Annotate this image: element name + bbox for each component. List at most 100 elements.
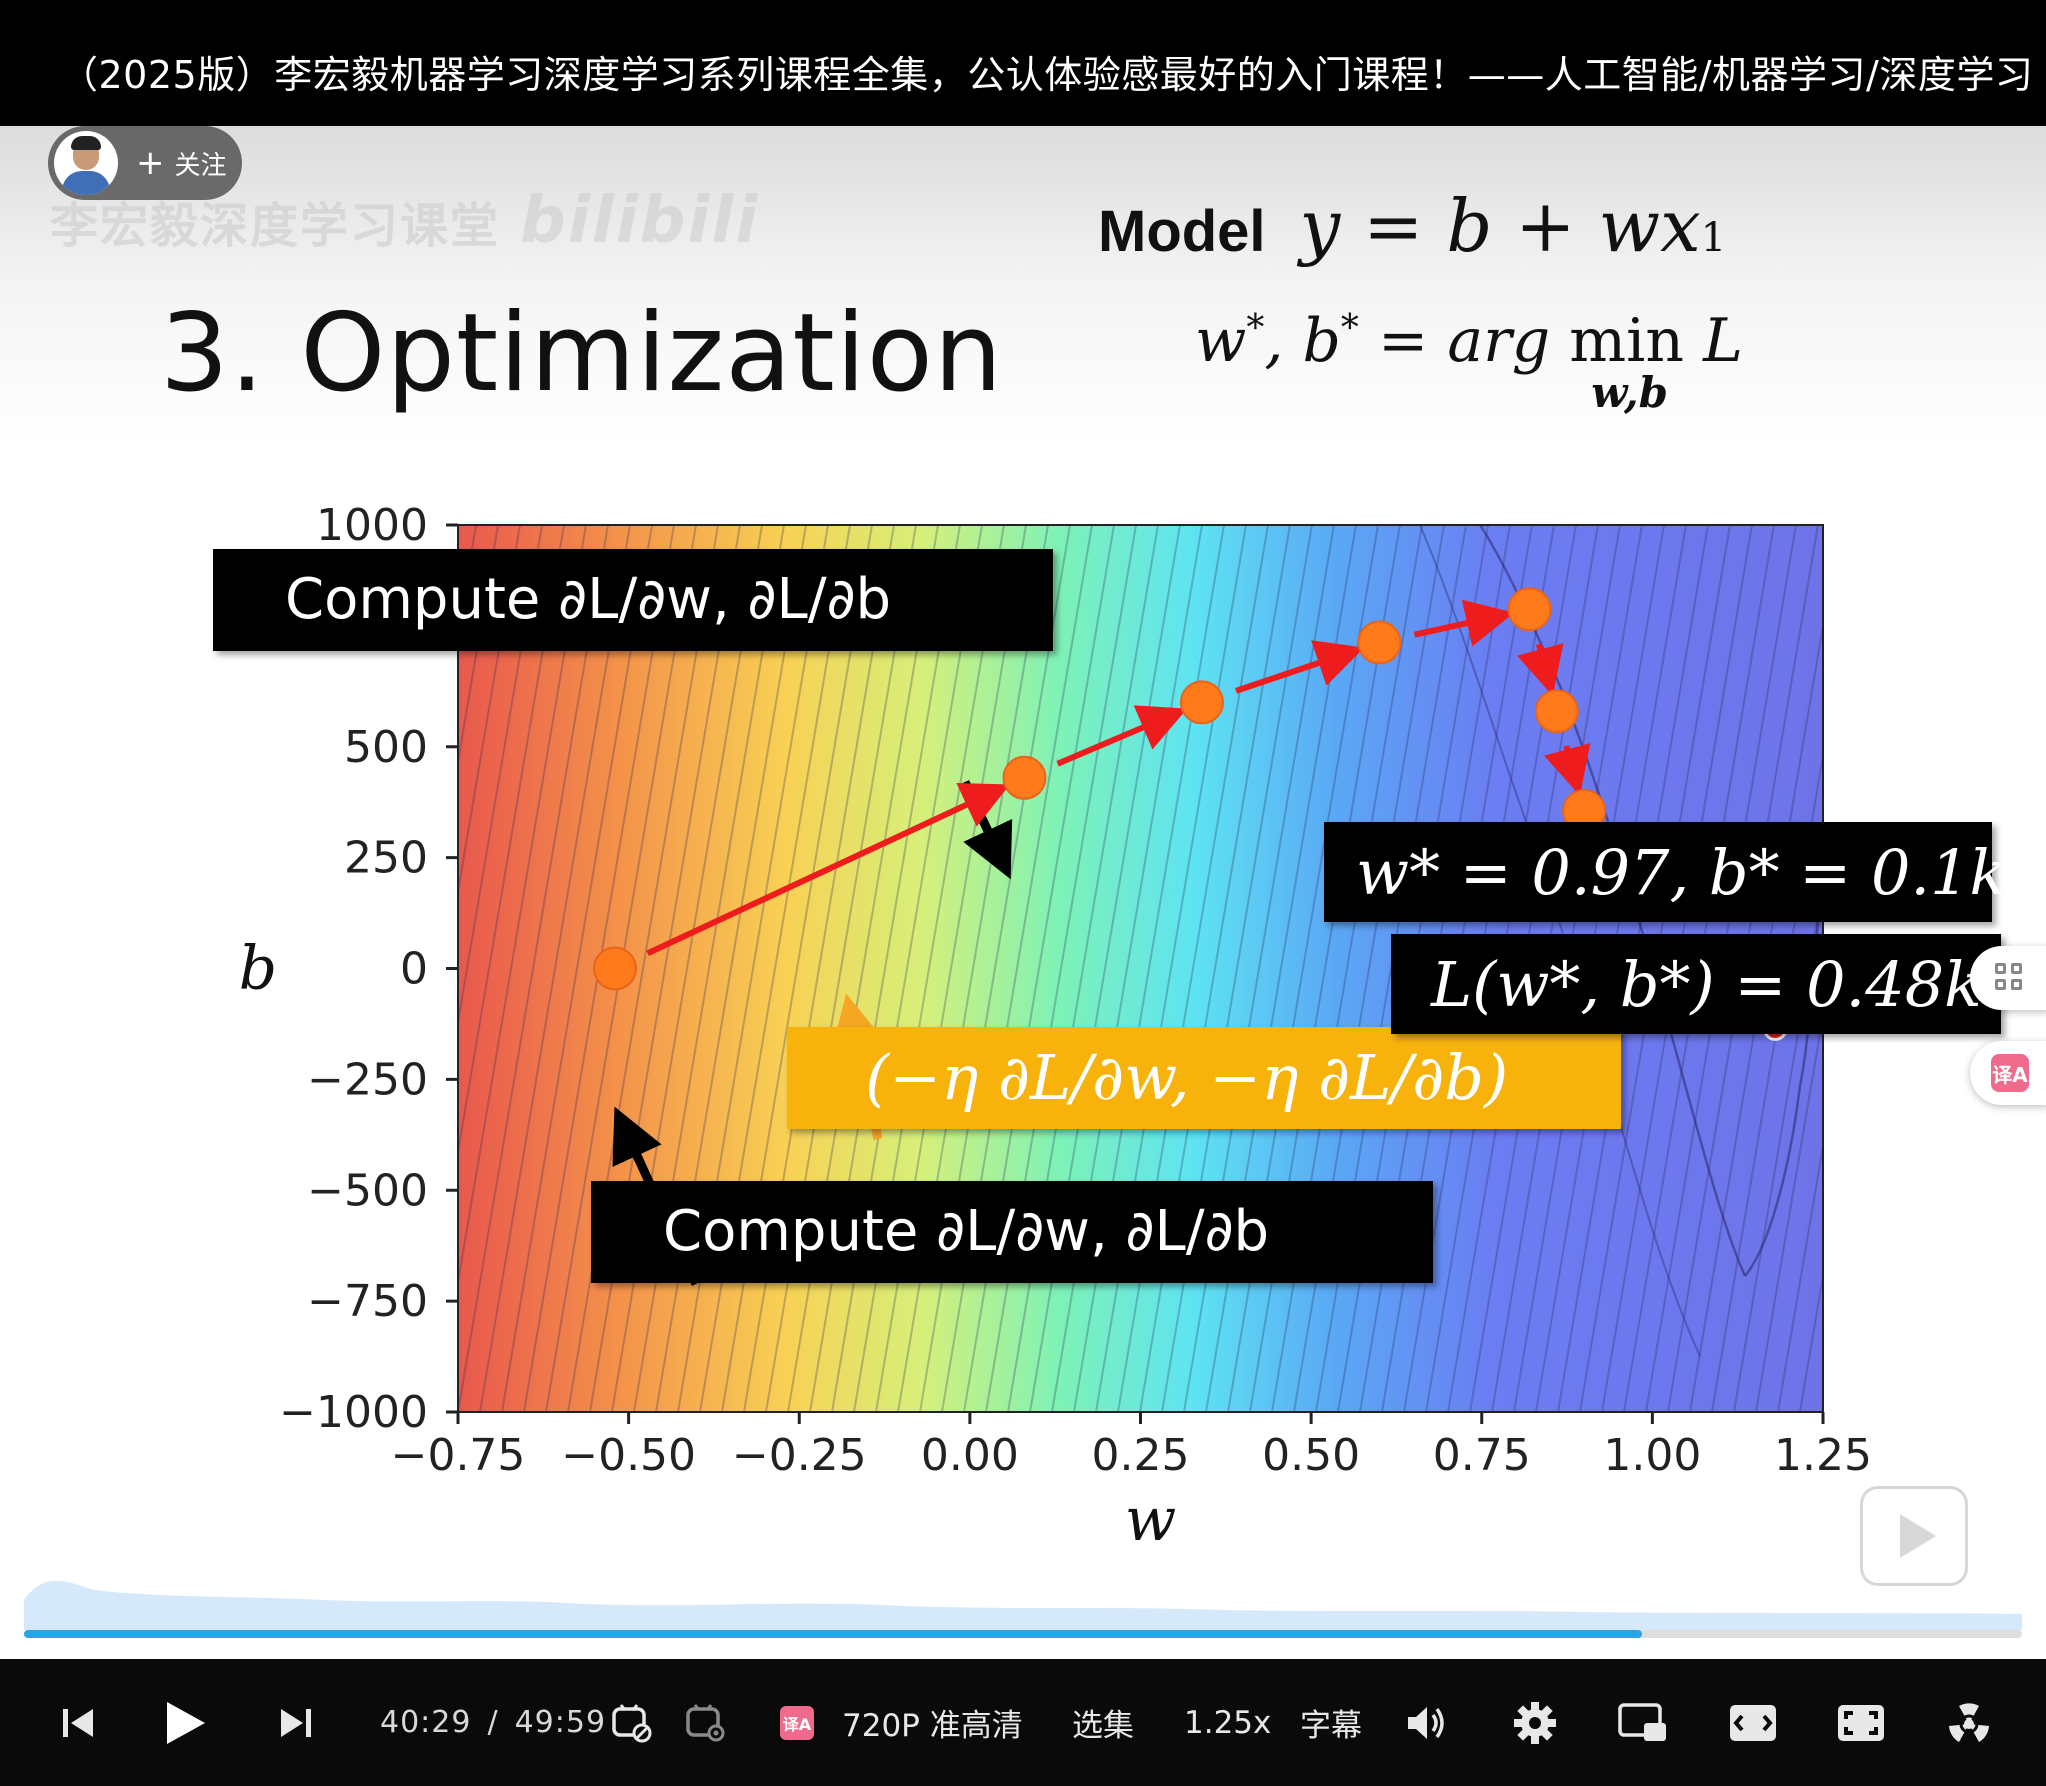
skip-forward-icon <box>281 1708 311 1737</box>
path-arrow <box>1056 705 1188 767</box>
contour-line <box>479 525 631 1412</box>
contour-line <box>40 525 190 1412</box>
y-tick-label: 0 <box>400 944 428 995</box>
model-formula: Model y = b + wx1 <box>1098 184 1726 268</box>
play-icon <box>167 1701 205 1744</box>
follow-label: 关注 <box>174 150 227 181</box>
y-axis-label: b <box>239 934 277 1004</box>
danmaku-settings-icon <box>686 1703 725 1741</box>
avatar[interactable] <box>54 131 118 195</box>
path-point <box>1507 587 1552 632</box>
slide-heading: 3. Optimization <box>160 291 1004 416</box>
web-fullscreen-button[interactable] <box>1836 1659 1886 1786</box>
path-point <box>1002 755 1047 800</box>
widescreen-icon <box>1730 1704 1776 1741</box>
optimum-loss-label: L(w*, b*) = 0.48k <box>1391 934 2001 1034</box>
x-tick-label: −0.75 <box>391 1430 526 1481</box>
plus-icon: + <box>136 143 165 183</box>
contour-line <box>458 525 587 1288</box>
contour-line <box>458 525 521 898</box>
duration: 49:59 <box>514 1705 607 1740</box>
contour-line <box>84 525 234 1412</box>
path-arrow <box>646 783 1010 957</box>
settings-button[interactable] <box>1512 1659 1558 1786</box>
x-tick-label: 1.25 <box>1774 1430 1872 1481</box>
x-tick-label: 0.50 <box>1262 1430 1360 1481</box>
watermark-channel: 李宏毅深度学习课堂 <box>50 198 501 254</box>
playback-heatmap <box>24 1580 2022 1630</box>
y-tick-label: 1000 <box>316 500 428 551</box>
volume-icon <box>1408 1706 1444 1739</box>
subtitles-button[interactable]: 字幕 <box>1300 1708 1362 1744</box>
video-title: （2025版）李宏毅机器学习深度学习系列课程全集，公认体验感最好的入门课程！——… <box>60 53 2034 97</box>
y-tick-label: −500 <box>307 1165 428 1216</box>
translate-badge-icon: 译A <box>780 1705 814 1740</box>
watermark: 李宏毅深度学习课堂 bilibili <box>50 184 759 258</box>
x-tick-label: 0.75 <box>1433 1430 1531 1481</box>
optimum-params-label: w* = 0.97, b* = 0.1k <box>1324 822 2007 922</box>
skip-back-icon <box>63 1708 93 1737</box>
quality-selector[interactable]: 译A 720P 准高清 <box>780 1659 1023 1786</box>
contour-line <box>1755 1009 1823 1412</box>
contour-line <box>18 525 168 1412</box>
danmaku-toggle[interactable] <box>610 1659 654 1786</box>
contour-line <box>106 525 256 1412</box>
progress-bar[interactable] <box>24 1630 2022 1638</box>
follow-button[interactable]: + 关注 <box>136 145 227 182</box>
x-tick-label: 1.00 <box>1603 1430 1701 1481</box>
grid-icon <box>1995 963 2025 993</box>
danmaku-settings[interactable] <box>684 1659 728 1786</box>
watermark-brand: bilibili <box>520 184 760 258</box>
quality-label: 720P 准高清 <box>842 1708 1023 1744</box>
y-tick-label: 500 <box>344 722 428 773</box>
path-point <box>592 946 637 991</box>
follow-pill[interactable]: + 关注 <box>48 126 242 200</box>
speed-button[interactable]: 1.25x <box>1184 1704 1272 1741</box>
gear-icon <box>1514 1701 1556 1744</box>
path-point <box>1357 620 1402 665</box>
player-controls: 40:29/49:59 译A 720P 准高清 选集 1.25x 字幕 <box>0 1659 2046 1786</box>
fullscreen-button[interactable] <box>1944 1659 1994 1786</box>
time-display: 40:29/49:59 <box>380 1705 607 1740</box>
x-axis-label: w <box>1125 1485 1176 1555</box>
x-tick-label: 0.00 <box>921 1430 1019 1481</box>
contour-line <box>458 525 609 1412</box>
volume-button[interactable] <box>1404 1659 1450 1786</box>
x-tick-label: −0.25 <box>732 1430 867 1481</box>
y-tick-label: −750 <box>307 1276 428 1327</box>
contour-line <box>150 525 300 1412</box>
gradient-descent-path <box>592 587 1788 1041</box>
model-label: Model <box>1098 199 1266 264</box>
next-button[interactable] <box>274 1659 318 1786</box>
path-arrow <box>1517 643 1564 696</box>
x-tick-label: −0.50 <box>561 1430 696 1481</box>
path-point <box>1534 689 1579 734</box>
contour-line <box>62 525 212 1412</box>
contour-line <box>458 525 565 1158</box>
model-equation: y = b + wx1 <box>1299 184 1727 268</box>
compute-gradient-label-bottom: Compute ∂L/∂w, ∂L/∂b <box>591 1181 1433 1283</box>
compute-gradient-label-top: Compute ∂L/∂w, ∂L/∂b <box>213 549 1053 651</box>
y-tick-label: −250 <box>307 1054 428 1105</box>
progress-fill <box>24 1630 1643 1638</box>
video-frame[interactable]: −0.75 −0.50 −0.25 0.00 0.25 0.50 0.75 1.00 1.25 1… <box>0 126 2046 1659</box>
y-tick-label: 250 <box>344 833 428 884</box>
picture-in-picture-icon <box>1618 1702 1666 1741</box>
play-button[interactable] <box>158 1659 212 1786</box>
side-translate-button[interactable]: 译A <box>1970 1041 2046 1105</box>
widescreen-button[interactable] <box>1728 1659 1778 1786</box>
x-tick-label: 0.25 <box>1092 1430 1190 1481</box>
contour-line <box>458 525 499 768</box>
contour-line <box>458 525 543 1028</box>
previous-button[interactable] <box>56 1659 100 1786</box>
translate-icon: 译A <box>1991 1054 2029 1092</box>
episodes-button[interactable]: 选集 <box>1072 1708 1134 1744</box>
side-grid-button[interactable] <box>1970 946 2046 1010</box>
video-title-bar: （2025版）李宏毅机器学习深度学习系列课程全集，公认体验感最好的入门课程！——… <box>0 0 2046 126</box>
pip-button[interactable] <box>1618 1659 1668 1786</box>
contour-line <box>501 525 653 1412</box>
tv-play-icon[interactable] <box>1860 1486 1968 1586</box>
argmin-formula: w*, b* = arg min w,b L <box>1195 306 1743 417</box>
web-fullscreen-icon <box>1838 1704 1884 1741</box>
y-tick-label: −1000 <box>279 1387 428 1438</box>
